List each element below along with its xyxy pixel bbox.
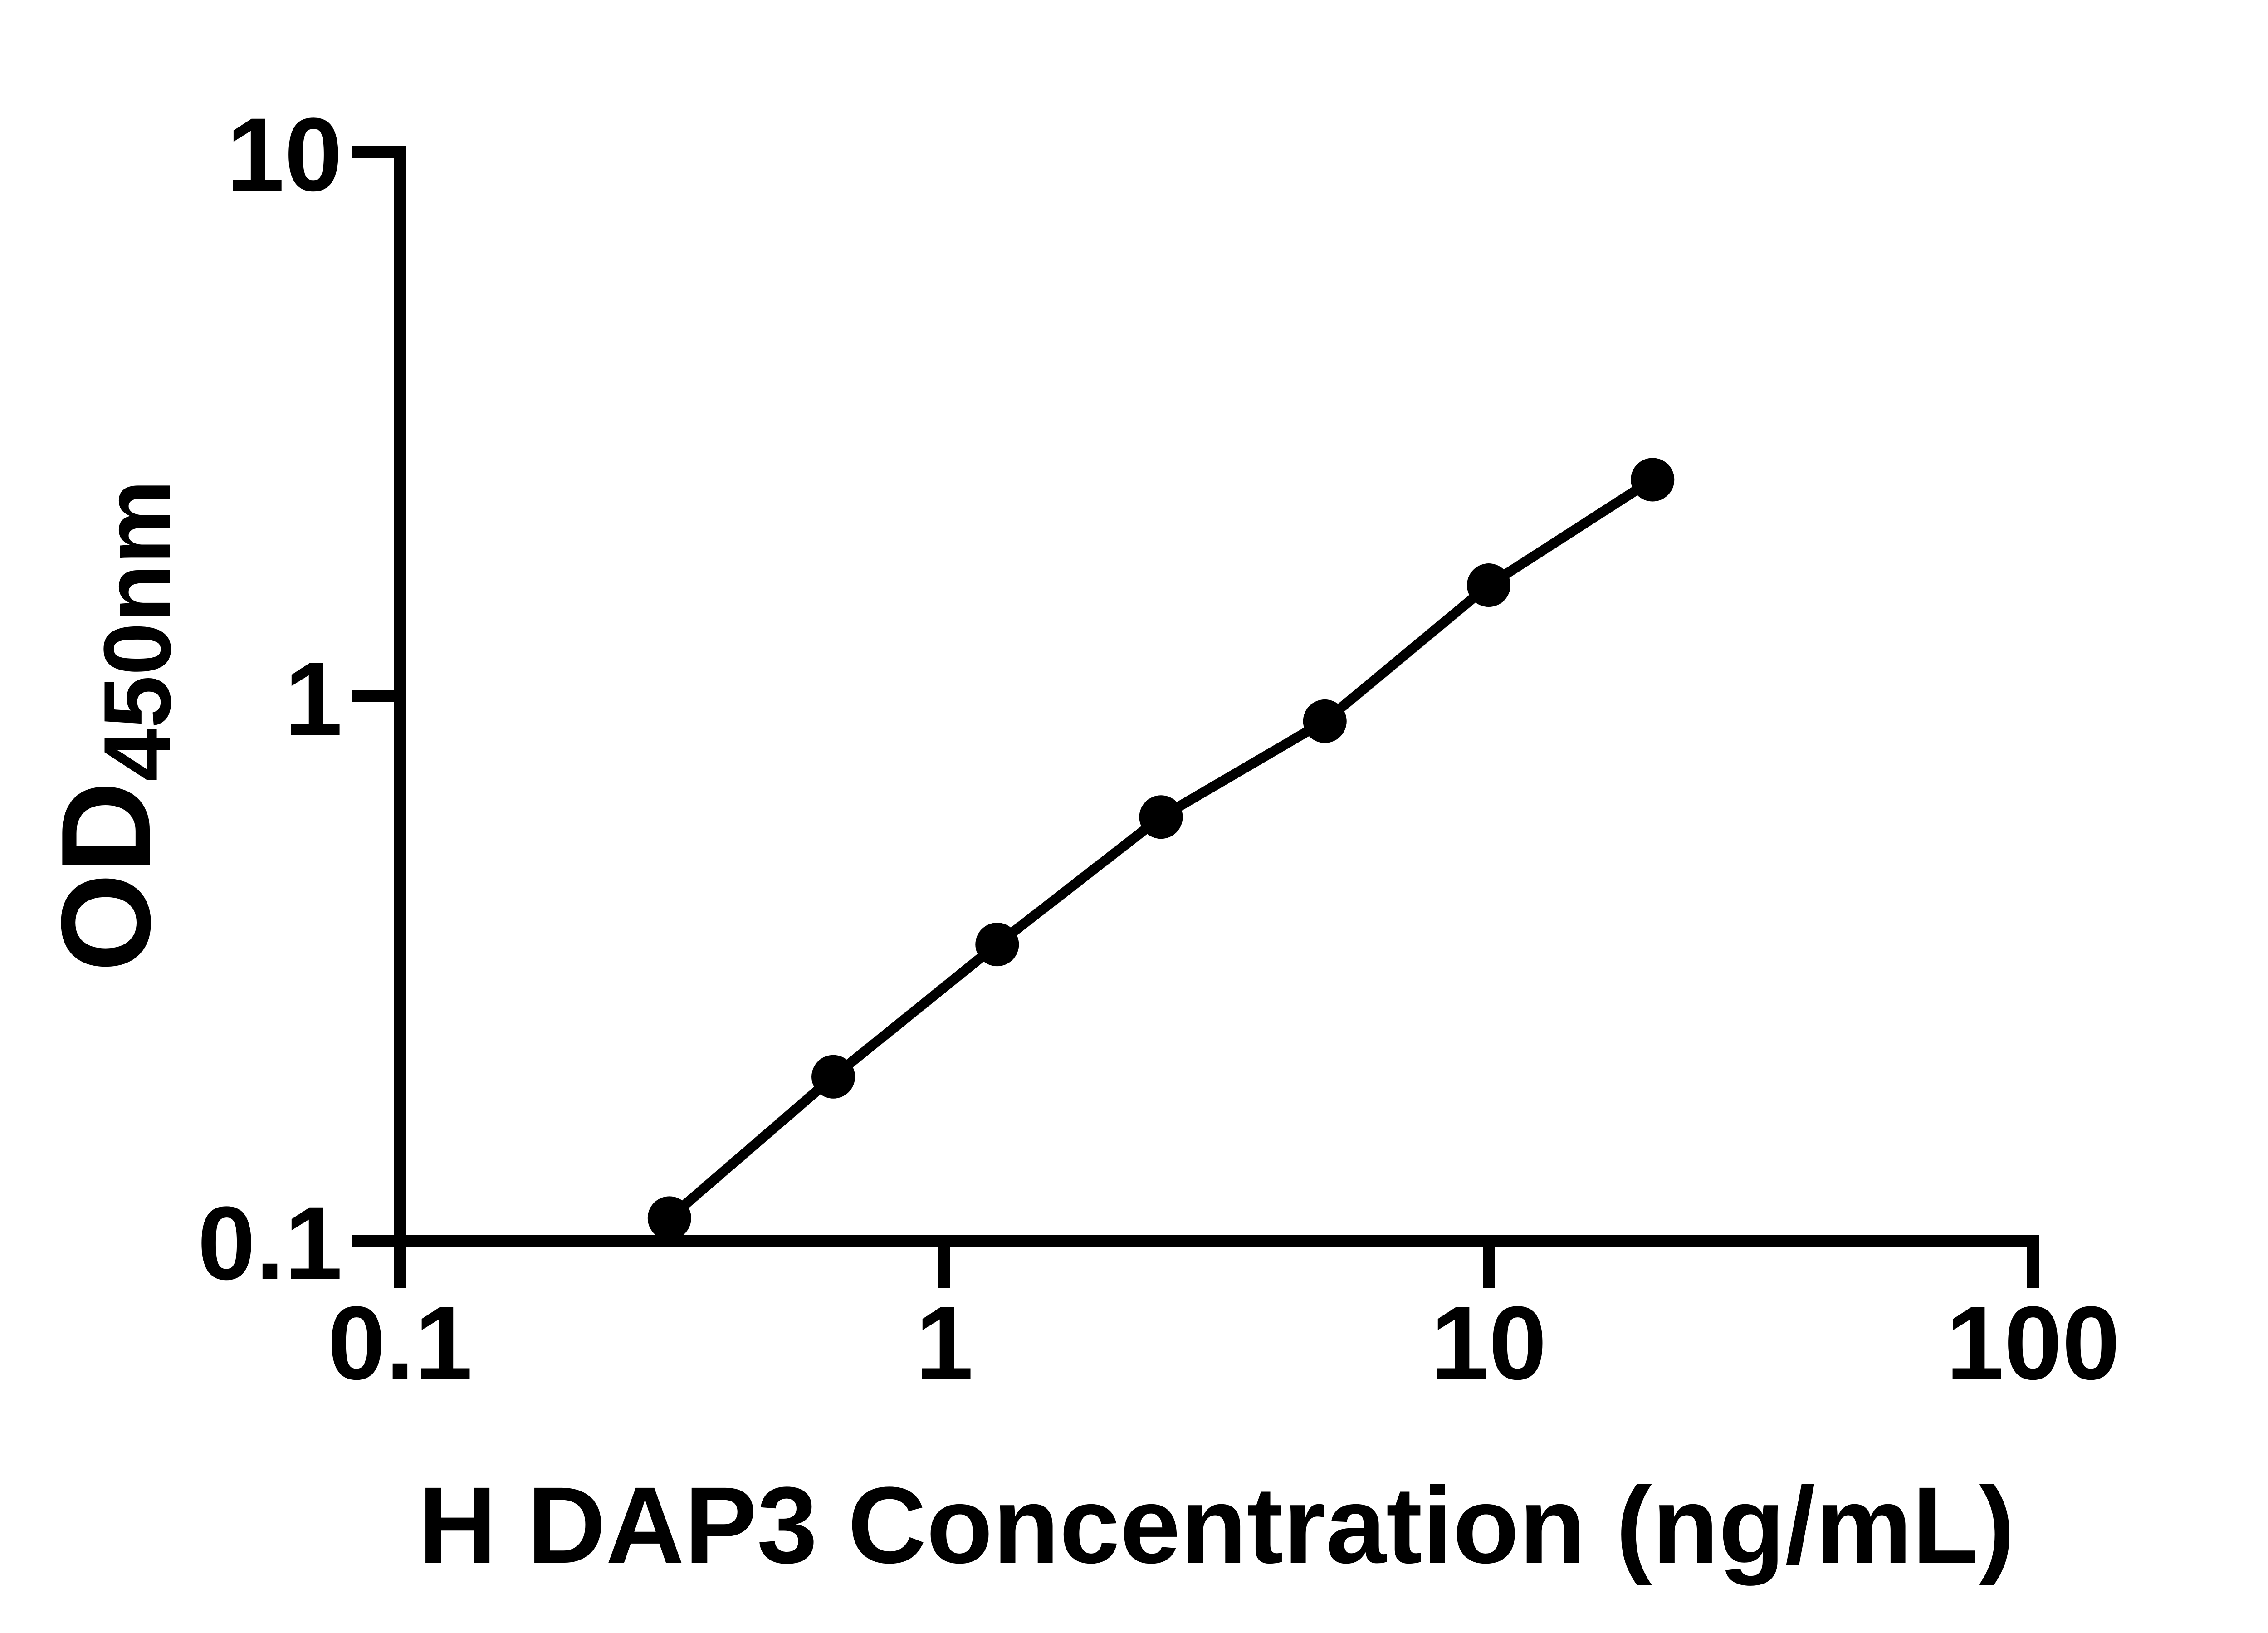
x-axis-ticks: 0.1 1 10 100 bbox=[327, 1241, 2120, 1401]
y-tick-label: 1 bbox=[284, 640, 342, 757]
data-point-marker bbox=[1139, 795, 1183, 839]
x-tick-label: 0.1 bbox=[327, 1285, 473, 1401]
y-axis-title: OD450nm bbox=[35, 479, 191, 972]
data-point-marker bbox=[1631, 458, 1675, 502]
x-axis-title: H DAP3 Concentration (ng/mL) bbox=[418, 1464, 2015, 1586]
x-tick-label: 10 bbox=[1431, 1285, 1547, 1401]
axes bbox=[394, 152, 2039, 1247]
y-axis-title-subscript: 450nm bbox=[84, 479, 191, 781]
y-axis-title-main: OD bbox=[35, 782, 177, 972]
x-tick-label: 100 bbox=[1946, 1285, 2120, 1401]
data-point-marker bbox=[975, 923, 1019, 967]
x-tick-label: 1 bbox=[915, 1285, 973, 1401]
y-tick-label: 10 bbox=[226, 96, 342, 213]
y-axis-ticks: 0.1 1 10 bbox=[197, 96, 406, 1301]
data-point-marker bbox=[647, 1196, 691, 1240]
data-point-marker bbox=[811, 1055, 855, 1099]
y-tick-label: 0.1 bbox=[197, 1185, 342, 1301]
data-point-marker bbox=[1303, 699, 1347, 743]
data-point-marker bbox=[1467, 563, 1510, 607]
data-series bbox=[647, 458, 1675, 1240]
